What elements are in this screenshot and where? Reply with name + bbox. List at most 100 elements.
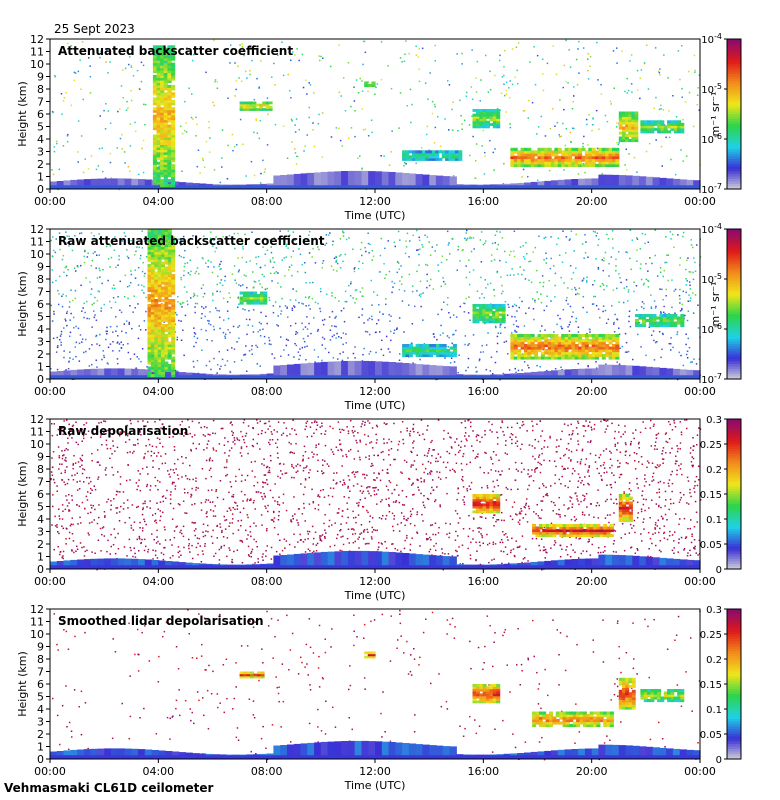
colorbar-segment xyxy=(727,486,741,490)
cloud xyxy=(635,314,685,328)
colorbar-segment xyxy=(727,646,741,650)
colorbar-segment xyxy=(727,69,741,73)
x-axis-label: Time (UTC) xyxy=(344,209,406,222)
colorbar-segment xyxy=(727,296,741,300)
y-tick-label: 4 xyxy=(37,133,44,146)
colorbar-frame xyxy=(726,38,742,190)
colorbar-segment xyxy=(727,729,741,733)
colorbar-segment xyxy=(727,84,741,88)
colorbar-segment xyxy=(727,356,741,360)
x-axis-label: Time (UTC) xyxy=(344,779,406,792)
colorbar-segment xyxy=(727,506,741,510)
ground-layer xyxy=(50,565,700,569)
x-tick-label: 08:00 xyxy=(251,765,283,778)
colorbar: 0.3 0.25 0.2 0.15 0.1 0.05 0 xyxy=(700,415,742,576)
x-tick-label: 12:00 xyxy=(359,195,391,208)
colorbar-segment xyxy=(727,131,741,135)
colorbar-segment xyxy=(727,651,741,655)
colorbar-segment xyxy=(727,676,741,680)
colorbar-segment xyxy=(727,669,741,673)
colorbar-segment xyxy=(727,316,741,320)
colorbar-segment xyxy=(727,501,741,505)
colorbar: 10-4 10-5 10-6 10-7 m⁻¹ sr⁻¹ xyxy=(701,32,742,196)
colorbar-segment xyxy=(727,541,741,545)
colorbar-segment xyxy=(727,76,741,80)
colorbar-segment xyxy=(727,439,741,443)
colorbar-segment xyxy=(727,546,741,550)
panel-1: Attenuated backscatter coefficient012345… xyxy=(16,32,742,222)
y-tick-label: 2 xyxy=(37,348,44,361)
cloud xyxy=(472,494,501,514)
colorbar-segment xyxy=(727,339,741,343)
colorbar-segment xyxy=(727,451,741,455)
colorbar-segment xyxy=(727,656,741,660)
colorbar-segment xyxy=(727,346,741,350)
colorbar-label: 0.15 xyxy=(700,680,722,691)
colorbar-segment xyxy=(727,184,741,188)
y-tick-label: 9 xyxy=(37,71,44,84)
colorbar-segment xyxy=(727,691,741,695)
colorbar-segment xyxy=(727,129,741,133)
colorbar-segment xyxy=(727,661,741,665)
cloud xyxy=(640,689,685,703)
colorbar-segment xyxy=(727,526,741,530)
colorbar-segment xyxy=(727,696,741,700)
colorbar-segment xyxy=(727,301,741,305)
colorbar-segment xyxy=(727,144,741,148)
colorbar-label: 0.15 xyxy=(700,490,722,501)
colorbar-segment xyxy=(727,81,741,85)
colorbar-segment xyxy=(727,251,741,255)
colorbar-label: 10-7 xyxy=(701,182,722,196)
colorbar-segment xyxy=(727,109,741,113)
colorbar: 0.3 0.25 0.2 0.15 0.1 0.05 0 xyxy=(700,605,742,766)
cloud xyxy=(618,111,639,143)
colorbar-segment xyxy=(727,134,741,138)
colorbar-segment xyxy=(727,619,741,623)
y-tick-label: 8 xyxy=(37,653,44,666)
y-tick-label: 4 xyxy=(37,703,44,716)
colorbar-segment xyxy=(727,369,741,373)
cloud xyxy=(532,524,614,538)
ground-layer xyxy=(50,755,700,759)
colorbar-segment xyxy=(727,266,741,270)
colorbar-label: 0.05 xyxy=(700,540,722,551)
colorbar-segment xyxy=(727,464,741,468)
colorbar-segment xyxy=(727,704,741,708)
colorbar-segment xyxy=(727,71,741,75)
colorbar-segment xyxy=(727,544,741,548)
colorbar-segment xyxy=(727,514,741,518)
y-tick-label: 12 xyxy=(30,413,44,426)
colorbar-segment xyxy=(727,714,741,718)
colorbar-segment xyxy=(727,181,741,185)
cloud xyxy=(402,150,463,161)
colorbar-segment xyxy=(727,671,741,675)
colorbar-segment xyxy=(727,104,741,108)
colorbar-segment xyxy=(727,754,741,758)
colorbar-segment xyxy=(727,46,741,50)
colorbar-segment xyxy=(727,354,741,358)
colorbar-segment xyxy=(727,299,741,303)
colorbar-segment xyxy=(727,294,741,298)
x-tick-label: 00:00 xyxy=(34,765,66,778)
y-tick-label: 4 xyxy=(37,513,44,526)
colorbar-segment xyxy=(727,511,741,515)
y-tick-label: 0 xyxy=(37,373,44,386)
y-tick-label: 1 xyxy=(37,741,44,754)
colorbar-segment xyxy=(727,739,741,743)
colorbar-segment xyxy=(727,624,741,628)
colorbar-segment xyxy=(727,306,741,310)
colorbar-segment xyxy=(727,536,741,540)
colorbar-segment xyxy=(727,456,741,460)
colorbar-segment xyxy=(727,751,741,755)
colorbar-segment xyxy=(727,156,741,160)
colorbar-segment xyxy=(727,241,741,245)
colorbar-segment xyxy=(727,614,741,618)
y-tick-label: 12 xyxy=(30,223,44,236)
colorbar-segment xyxy=(727,279,741,283)
colorbar-segment xyxy=(727,186,741,190)
colorbar-segment xyxy=(727,366,741,370)
x-tick-label: 04:00 xyxy=(142,195,174,208)
colorbar-segment xyxy=(727,169,741,173)
colorbar-segment xyxy=(727,341,741,345)
